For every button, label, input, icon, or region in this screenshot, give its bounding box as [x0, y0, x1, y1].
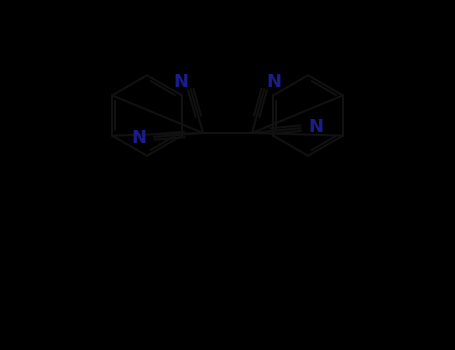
Text: N: N: [174, 73, 189, 91]
Text: N: N: [131, 128, 147, 147]
Text: N: N: [266, 73, 281, 91]
Text: N: N: [308, 118, 324, 136]
